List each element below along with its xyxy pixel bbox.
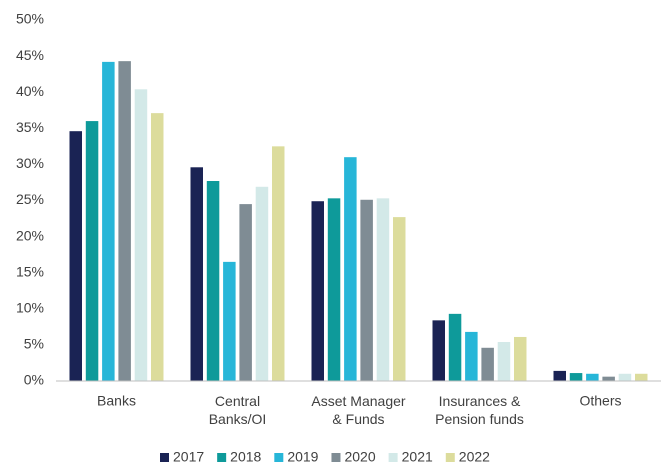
bar xyxy=(255,186,269,381)
y-tick-label: 25% xyxy=(16,191,44,207)
y-tick-label: 20% xyxy=(16,227,44,243)
bar xyxy=(553,370,566,381)
bar xyxy=(344,157,357,381)
y-tick-label: 5% xyxy=(24,336,44,352)
bar xyxy=(102,61,115,381)
legend-swatch xyxy=(274,453,284,462)
bar xyxy=(635,373,648,381)
x-tick-label: Others xyxy=(579,393,621,409)
legend-swatch xyxy=(331,453,341,462)
legend-label: 2017 xyxy=(173,449,204,465)
legend-swatch xyxy=(445,453,455,462)
y-tick-label: 0% xyxy=(24,372,44,388)
bar xyxy=(586,373,599,381)
bar xyxy=(497,342,511,381)
x-tick-label: Central Banks/OI xyxy=(209,393,267,427)
bar xyxy=(376,198,390,381)
bar xyxy=(206,181,220,381)
bar xyxy=(118,61,131,382)
x-tick-label: Asset Manager & Funds xyxy=(311,393,405,427)
y-tick-label: 45% xyxy=(16,47,44,63)
bar xyxy=(327,198,341,381)
bar xyxy=(190,167,203,381)
bar xyxy=(85,121,99,381)
x-tick-label: Insurances & Pension funds xyxy=(435,393,524,427)
legend-swatch xyxy=(388,453,398,462)
bar xyxy=(569,373,583,381)
legend-swatch xyxy=(160,453,169,462)
legend-swatch xyxy=(217,453,227,462)
bar xyxy=(432,320,445,381)
bar xyxy=(602,376,615,381)
legend-label: 2020 xyxy=(344,449,375,465)
bar xyxy=(134,89,148,381)
y-tick-label: 30% xyxy=(16,155,44,171)
legend-label: 2021 xyxy=(402,449,433,465)
y-tick-label: 15% xyxy=(16,263,44,279)
bar xyxy=(151,113,164,381)
bar xyxy=(223,261,236,381)
y-tick-label: 50% xyxy=(16,11,44,27)
bar xyxy=(239,204,252,381)
bar xyxy=(465,331,478,381)
bar xyxy=(311,201,324,381)
legend: 2017 2018 2019 2020 2021 2022 xyxy=(160,449,490,465)
bar xyxy=(618,373,632,381)
x-tick-label: Banks xyxy=(97,393,136,409)
bar xyxy=(393,217,406,381)
bar xyxy=(514,336,527,381)
legend-label: 2018 xyxy=(230,449,261,465)
bar xyxy=(481,347,494,381)
bar xyxy=(448,313,462,381)
bar xyxy=(272,146,285,381)
legend-label: 2022 xyxy=(459,449,490,465)
y-tick-label: 35% xyxy=(16,119,44,135)
legend-label: 2019 xyxy=(287,449,318,465)
y-tick-label: 10% xyxy=(16,300,44,316)
bar xyxy=(69,131,82,381)
bar xyxy=(360,199,373,381)
y-tick-label: 40% xyxy=(16,83,44,99)
